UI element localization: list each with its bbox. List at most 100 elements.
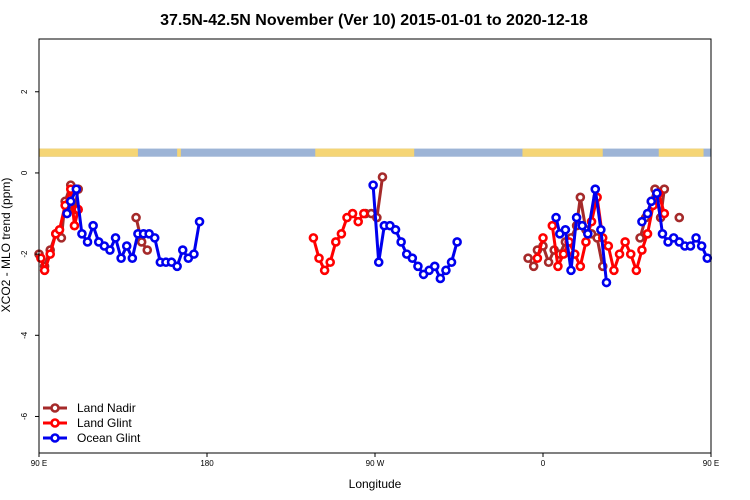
y-tick-label: -6 bbox=[20, 412, 29, 420]
data-point bbox=[625, 249, 636, 259]
land-band bbox=[315, 148, 415, 157]
data-point bbox=[547, 220, 558, 231]
data-point bbox=[136, 237, 147, 247]
data-point bbox=[142, 245, 153, 255]
legend-swatch-marker bbox=[50, 418, 60, 428]
data-point bbox=[691, 233, 701, 243]
data-point bbox=[642, 208, 653, 219]
data-point bbox=[560, 224, 571, 235]
data-point bbox=[575, 192, 586, 203]
data-point bbox=[45, 249, 56, 259]
data-point bbox=[571, 212, 582, 223]
data-point bbox=[553, 261, 563, 272]
data-point bbox=[358, 208, 369, 219]
data-point bbox=[652, 188, 662, 199]
chart-title: 37.5N-42.5N November (Ver 10) 2015-01-01… bbox=[160, 12, 588, 29]
land-band bbox=[658, 148, 704, 157]
legend-swatch-marker bbox=[50, 403, 60, 413]
data-point bbox=[532, 253, 543, 263]
data-point bbox=[551, 212, 561, 223]
data-point bbox=[54, 224, 65, 235]
legend-item-ocean-glint: Ocean Glint bbox=[43, 431, 141, 445]
data-point bbox=[435, 273, 446, 284]
y-tick-label: -4 bbox=[20, 331, 29, 339]
y-tick-label: 2 bbox=[20, 89, 29, 94]
data-point bbox=[614, 249, 625, 259]
data-point bbox=[642, 229, 653, 239]
data-point bbox=[65, 196, 76, 207]
land-band bbox=[177, 148, 181, 157]
data-point bbox=[582, 229, 593, 239]
data-point bbox=[116, 253, 126, 263]
data-point bbox=[429, 261, 440, 272]
data-point bbox=[558, 249, 569, 259]
y-tick-label: 0 bbox=[20, 170, 29, 175]
data-point bbox=[377, 172, 388, 182]
data-point bbox=[62, 208, 72, 219]
series-line bbox=[311, 212, 366, 272]
data-point bbox=[390, 224, 401, 235]
data-point bbox=[441, 265, 451, 276]
legend-swatch-marker bbox=[50, 433, 60, 443]
data-point bbox=[581, 237, 591, 247]
data-point bbox=[396, 237, 406, 247]
data-point bbox=[172, 261, 182, 272]
x-tick-label: 90 E bbox=[31, 459, 47, 468]
land-band bbox=[522, 148, 603, 157]
data-point bbox=[566, 265, 576, 276]
x-axis-ticks: 90 E 180 90 W 0 90 E bbox=[31, 453, 719, 468]
data-point bbox=[69, 220, 80, 231]
data-point bbox=[308, 233, 319, 243]
data-point bbox=[596, 224, 606, 235]
legend-label: Land Glint bbox=[77, 416, 132, 430]
x-tick-label: 90 E bbox=[703, 459, 719, 468]
land-ocean-strip bbox=[39, 148, 711, 157]
data-point bbox=[620, 237, 630, 247]
data-point bbox=[413, 261, 423, 272]
x-tick-label: 0 bbox=[541, 459, 546, 468]
data-point bbox=[407, 253, 418, 263]
y-axis-ticks: 2 0 -2 -4 -6 bbox=[20, 89, 39, 420]
legend-label: Ocean Glint bbox=[77, 431, 141, 445]
data-point bbox=[538, 233, 548, 243]
data-point bbox=[149, 233, 160, 243]
data-point bbox=[603, 241, 614, 251]
series-ocean-glint bbox=[62, 180, 713, 288]
data-point bbox=[575, 261, 586, 272]
data-point bbox=[71, 184, 82, 194]
data-point bbox=[685, 241, 696, 251]
data-point bbox=[347, 208, 358, 219]
series-layer bbox=[34, 172, 713, 288]
y-axis-label: XCO2 - MLO trend (ppm) bbox=[0, 178, 13, 313]
data-point bbox=[609, 265, 619, 276]
y-tick-label: -2 bbox=[20, 250, 29, 258]
data-point bbox=[696, 241, 707, 251]
data-point bbox=[82, 237, 93, 247]
data-point bbox=[36, 253, 46, 263]
data-point bbox=[577, 220, 588, 231]
legend-label: Land Nadir bbox=[77, 401, 136, 415]
data-point bbox=[528, 261, 539, 272]
data-point bbox=[368, 180, 378, 190]
data-point bbox=[646, 196, 657, 207]
data-point bbox=[110, 233, 121, 243]
data-point bbox=[77, 229, 87, 239]
data-point bbox=[194, 216, 205, 227]
land-band bbox=[39, 148, 138, 157]
data-point bbox=[446, 257, 457, 268]
x-axis-label: Longitude bbox=[349, 477, 402, 491]
data-point bbox=[590, 184, 601, 194]
legend-item-land-nadir: Land Nadir bbox=[43, 401, 136, 415]
data-point bbox=[121, 241, 132, 251]
data-point bbox=[177, 245, 188, 255]
data-point bbox=[601, 277, 612, 288]
data-point bbox=[637, 216, 647, 227]
x-tick-label: 180 bbox=[200, 459, 214, 468]
data-point bbox=[702, 253, 713, 263]
legend-item-land-glint: Land Glint bbox=[43, 416, 132, 430]
data-point bbox=[336, 229, 347, 239]
data-point bbox=[452, 237, 462, 247]
data-point bbox=[637, 245, 647, 255]
data-point bbox=[373, 257, 384, 268]
